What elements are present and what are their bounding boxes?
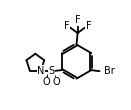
Text: O: O <box>53 77 60 87</box>
Text: F: F <box>75 15 80 25</box>
Text: F: F <box>86 21 91 31</box>
Text: F: F <box>64 21 69 31</box>
Text: O: O <box>42 77 50 87</box>
Text: N: N <box>37 66 45 76</box>
Text: Br: Br <box>104 66 115 76</box>
Text: S: S <box>48 66 54 76</box>
